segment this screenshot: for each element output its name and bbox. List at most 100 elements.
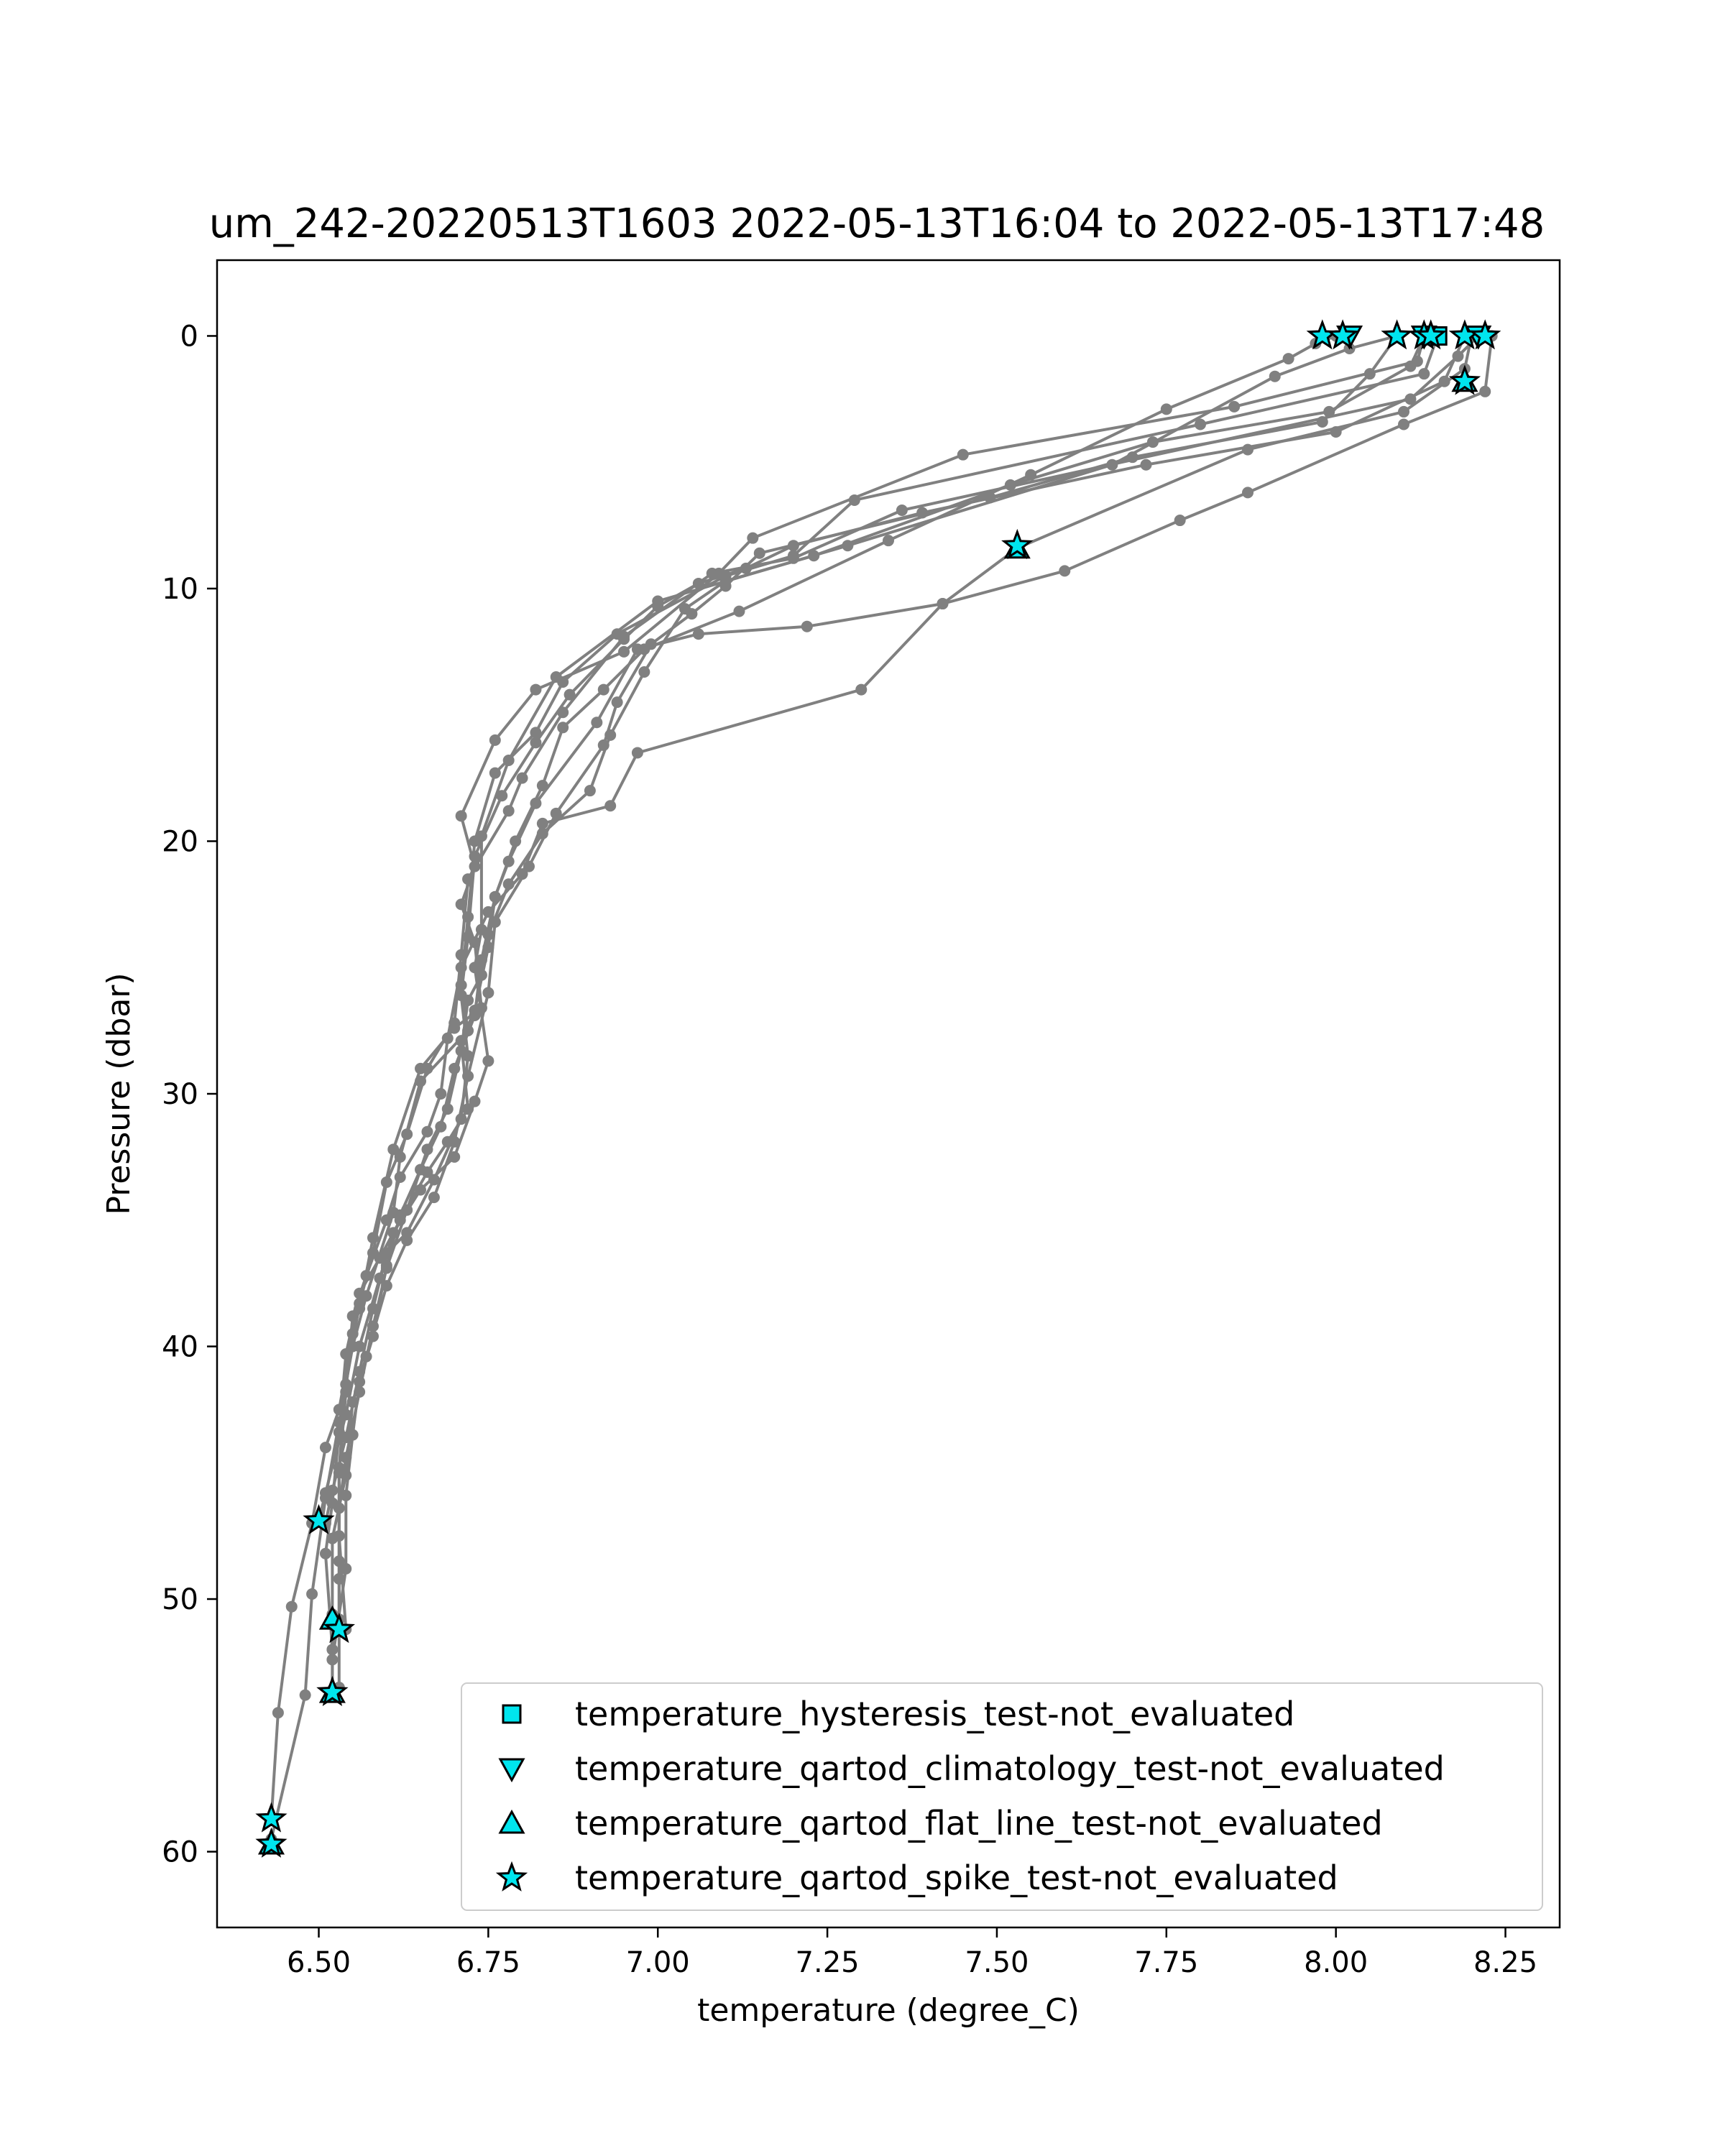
profile-point — [421, 1125, 433, 1138]
profile-point — [753, 547, 765, 559]
profile-point — [435, 1120, 447, 1133]
star-flag-marker — [1381, 319, 1413, 350]
profile-point — [1479, 385, 1491, 397]
x-tick-label: 7.75 — [1134, 1946, 1198, 1979]
profile-point — [1404, 360, 1417, 372]
profile-point — [394, 1171, 406, 1183]
profile-point — [1323, 405, 1335, 418]
profile-point — [1282, 353, 1294, 365]
profile-point — [441, 1032, 454, 1044]
profile-point — [611, 696, 623, 709]
profile-point — [604, 800, 617, 812]
profile-point — [706, 567, 718, 579]
profile-point — [462, 1103, 474, 1115]
profile-point — [536, 780, 548, 792]
profile-point — [489, 890, 501, 903]
y-tick-label: 40 — [162, 1331, 198, 1364]
profile-point — [428, 1174, 440, 1186]
legend-label: temperature_hysteresis_test-not_evaluate… — [575, 1695, 1294, 1733]
profile-point — [1160, 403, 1172, 415]
flag-series — [255, 319, 1501, 1858]
profile-point — [448, 1151, 461, 1163]
y-tick-label: 0 — [180, 320, 198, 353]
y-tick-label: 30 — [162, 1078, 198, 1111]
profile-point — [394, 1209, 406, 1221]
profile-point — [1174, 515, 1186, 527]
profile-point — [692, 628, 704, 640]
profile-point — [530, 683, 542, 696]
profile-point — [340, 1489, 352, 1501]
profile-point — [319, 1442, 331, 1454]
profile-point — [719, 580, 732, 592]
legend-entry: temperature_qartod_flat_line_test-not_ev… — [498, 1804, 1383, 1843]
star-flag-marker — [316, 1675, 349, 1706]
profile-point — [1316, 415, 1328, 428]
profile-point — [306, 1588, 318, 1600]
profile-point — [937, 598, 949, 610]
profile-point — [1363, 368, 1376, 380]
x-tick-label: 7.00 — [626, 1946, 690, 1979]
profile-point — [354, 1376, 366, 1388]
legend-entry: temperature_qartod_climatology_test-not_… — [498, 1749, 1445, 1788]
star-flag-marker — [1448, 364, 1481, 395]
profile-point — [469, 962, 481, 974]
profile-point — [319, 1547, 331, 1560]
profile-point — [1242, 487, 1254, 499]
y-tick-label: 20 — [162, 825, 198, 858]
profile-point — [597, 739, 610, 751]
y-axis-label: Pressure (dbar) — [101, 972, 137, 1215]
profile-point — [530, 727, 542, 739]
profile-point — [502, 805, 515, 817]
x-tick-label: 6.50 — [287, 1946, 351, 1979]
profile-point — [1146, 436, 1159, 448]
y-tick-label: 50 — [162, 1583, 198, 1616]
profile-point — [733, 605, 745, 617]
chart-title: um_242-20220513T1603 2022-05-13T16:04 to… — [209, 201, 1545, 247]
legend-label: temperature_qartod_flat_line_test-not_ev… — [575, 1804, 1383, 1843]
profile-point — [1194, 418, 1206, 430]
profile-point — [354, 1340, 366, 1353]
profile-point — [340, 1348, 352, 1360]
profile-point — [1126, 451, 1138, 464]
profile-point — [489, 916, 501, 928]
x-axis-label: temperature (degree_C) — [697, 1992, 1080, 2029]
profile-point — [387, 1143, 400, 1156]
profile-point — [1418, 368, 1430, 380]
profile-point — [502, 878, 515, 890]
profile-point — [510, 835, 522, 847]
profile-point — [448, 1135, 461, 1148]
profile-point — [618, 645, 630, 658]
legend-frame — [461, 1682, 1543, 1911]
profile-point — [591, 717, 603, 729]
profile-point — [380, 1260, 392, 1272]
profile-point — [550, 671, 562, 683]
profile-point — [1228, 400, 1241, 413]
y-tick-label: 10 — [162, 573, 198, 606]
profile-point — [272, 1707, 284, 1719]
profile-point — [475, 954, 487, 966]
profile-point — [638, 643, 650, 655]
axes-layer: 6.50 6.75 7.00 7.25 7.50 7.75 8.00 8.25 0 10 20 30 4… — [162, 320, 1537, 1979]
profile-point — [285, 1600, 298, 1613]
profile-point — [1059, 565, 1071, 577]
profile-point — [469, 1095, 481, 1107]
profile-line — [331, 335, 1399, 1695]
profile-point — [523, 860, 535, 872]
profile-point — [584, 785, 596, 797]
profile-point — [1398, 418, 1410, 430]
profile-point — [333, 1572, 345, 1585]
profile-point — [536, 817, 548, 829]
profile-point — [530, 737, 542, 749]
profile-point — [326, 1654, 339, 1666]
profile-point — [1140, 459, 1152, 471]
profile-point — [346, 1429, 359, 1441]
profile-point — [557, 722, 569, 734]
profile-point — [855, 683, 868, 696]
flags-layer — [255, 319, 1501, 1858]
profile-point — [462, 931, 474, 944]
profile-point — [489, 734, 501, 746]
x-tick-label: 7.25 — [796, 1946, 860, 1979]
x-tick-label: 8.00 — [1304, 1946, 1368, 1979]
profile-point — [380, 1214, 392, 1226]
